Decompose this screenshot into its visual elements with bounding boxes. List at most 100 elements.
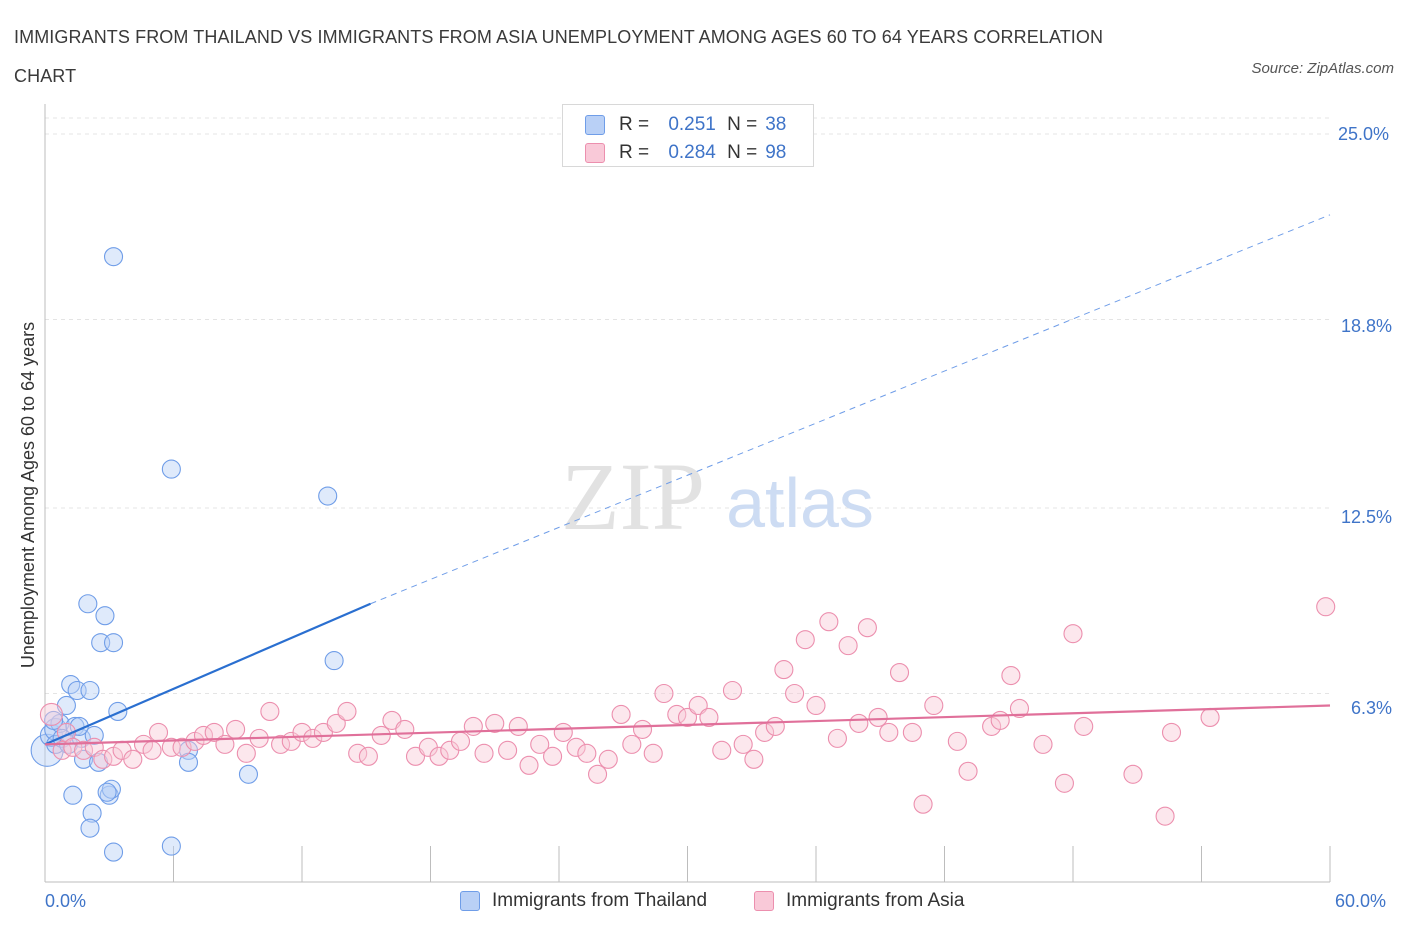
point-asia [236,743,256,763]
point-asia [485,713,505,733]
point-asia [611,704,631,724]
trend-lines [44,214,1331,746]
legend-swatch-thailand [585,115,605,135]
point-thailand [103,247,124,267]
point-asia [785,683,805,704]
point-asia [688,695,708,716]
trend-line-thailand [44,602,371,746]
point-asia [677,707,698,727]
point-asia [712,740,732,760]
point-thailand [238,764,259,784]
r-value-thailand: 0.251 [668,114,716,135]
source-label: Source: ZipAtlas.com [1251,60,1394,77]
point-asia [622,734,642,754]
point-asia [722,680,743,701]
point-asia [39,702,63,726]
point-asia [765,716,785,736]
r-value-asia: 0.284 [668,142,716,163]
point-thailand [63,785,83,805]
point-thailand [103,842,124,862]
point-asia [1200,707,1220,727]
gridlines [45,117,1330,695]
point-asia [827,728,847,748]
trend-line-thailand-extension [370,214,1331,605]
point-asia [429,746,449,766]
legend-row-asia: R = 0.284 N = 98 [585,141,786,165]
point-asia [271,734,291,754]
scatter-points [30,247,1336,862]
watermark-zip: ZIP [561,443,705,550]
point-asia [958,761,978,781]
point-asia [358,746,378,766]
x-tick-label-min: 0.0% [45,891,87,911]
series-swatch-asia [754,891,774,911]
point-asia [161,737,181,757]
point-asia [553,722,573,742]
point-thailand [161,459,181,479]
point-asia [868,707,888,727]
point-asia [1033,734,1053,754]
point-asia [74,740,94,760]
point-thailand [108,701,128,722]
point-asia [819,612,839,632]
point-asia [924,695,944,716]
point-asia [654,683,674,704]
point-asia [795,630,815,650]
point-asia [326,713,346,733]
point-asia [744,749,764,769]
point-thailand [318,486,338,506]
point-asia [1155,806,1175,826]
point-asia [990,710,1010,730]
legend-row-thailand: R = 0.251 N = 38 [585,113,786,137]
point-asia [889,663,910,683]
point-asia [598,749,618,769]
point-asia [226,719,246,739]
watermark: ZIP atlas [561,443,874,550]
point-thailand [80,818,100,838]
y-tick-label-25: 25.0% [1338,124,1390,144]
point-asia [587,764,608,784]
point-asia [577,743,597,763]
point-thailand [97,782,117,802]
point-asia [1123,764,1143,784]
n-label: N = [727,142,758,163]
point-asia [879,722,899,742]
point-asia [508,716,528,736]
point-asia [303,728,323,748]
point-asia [1001,666,1021,686]
legend-swatch-asia [585,143,605,163]
point-asia [395,719,415,739]
point-asia [337,701,357,722]
watermark-atlas: atlas [726,464,874,542]
trend-line-asia [44,704,1331,746]
point-asia [849,713,869,733]
point-asia [52,740,72,760]
point-asia [913,794,933,814]
point-asia [699,707,719,727]
point-asia [530,734,550,754]
point-asia [1316,597,1336,617]
axes [44,104,1331,883]
point-thailand [80,680,100,701]
r-label: R = [619,142,650,163]
point-thailand [82,803,102,823]
point-asia [204,722,224,742]
n-value-thailand: 38 [765,114,787,135]
point-asia [1161,722,1182,742]
point-asia [566,737,586,757]
point-asia [774,660,794,680]
point-asia [947,731,967,751]
point-asia [450,731,471,751]
point-asia [806,695,826,716]
point-asia [142,740,162,760]
point-thailand [95,606,115,626]
n-value-asia: 98 [765,142,787,163]
point-thailand [103,633,124,653]
point-asia [643,743,663,763]
y-tick-label-6-3: 6.3% [1351,698,1393,718]
x-tick-label-max: 60.0% [1335,891,1387,911]
point-asia [348,743,368,763]
y-axis-label: Unemployment Among Ages 60 to 64 years [18,322,38,668]
y-tick-label-18-8: 18.8% [1341,316,1393,336]
point-asia [1063,624,1083,644]
